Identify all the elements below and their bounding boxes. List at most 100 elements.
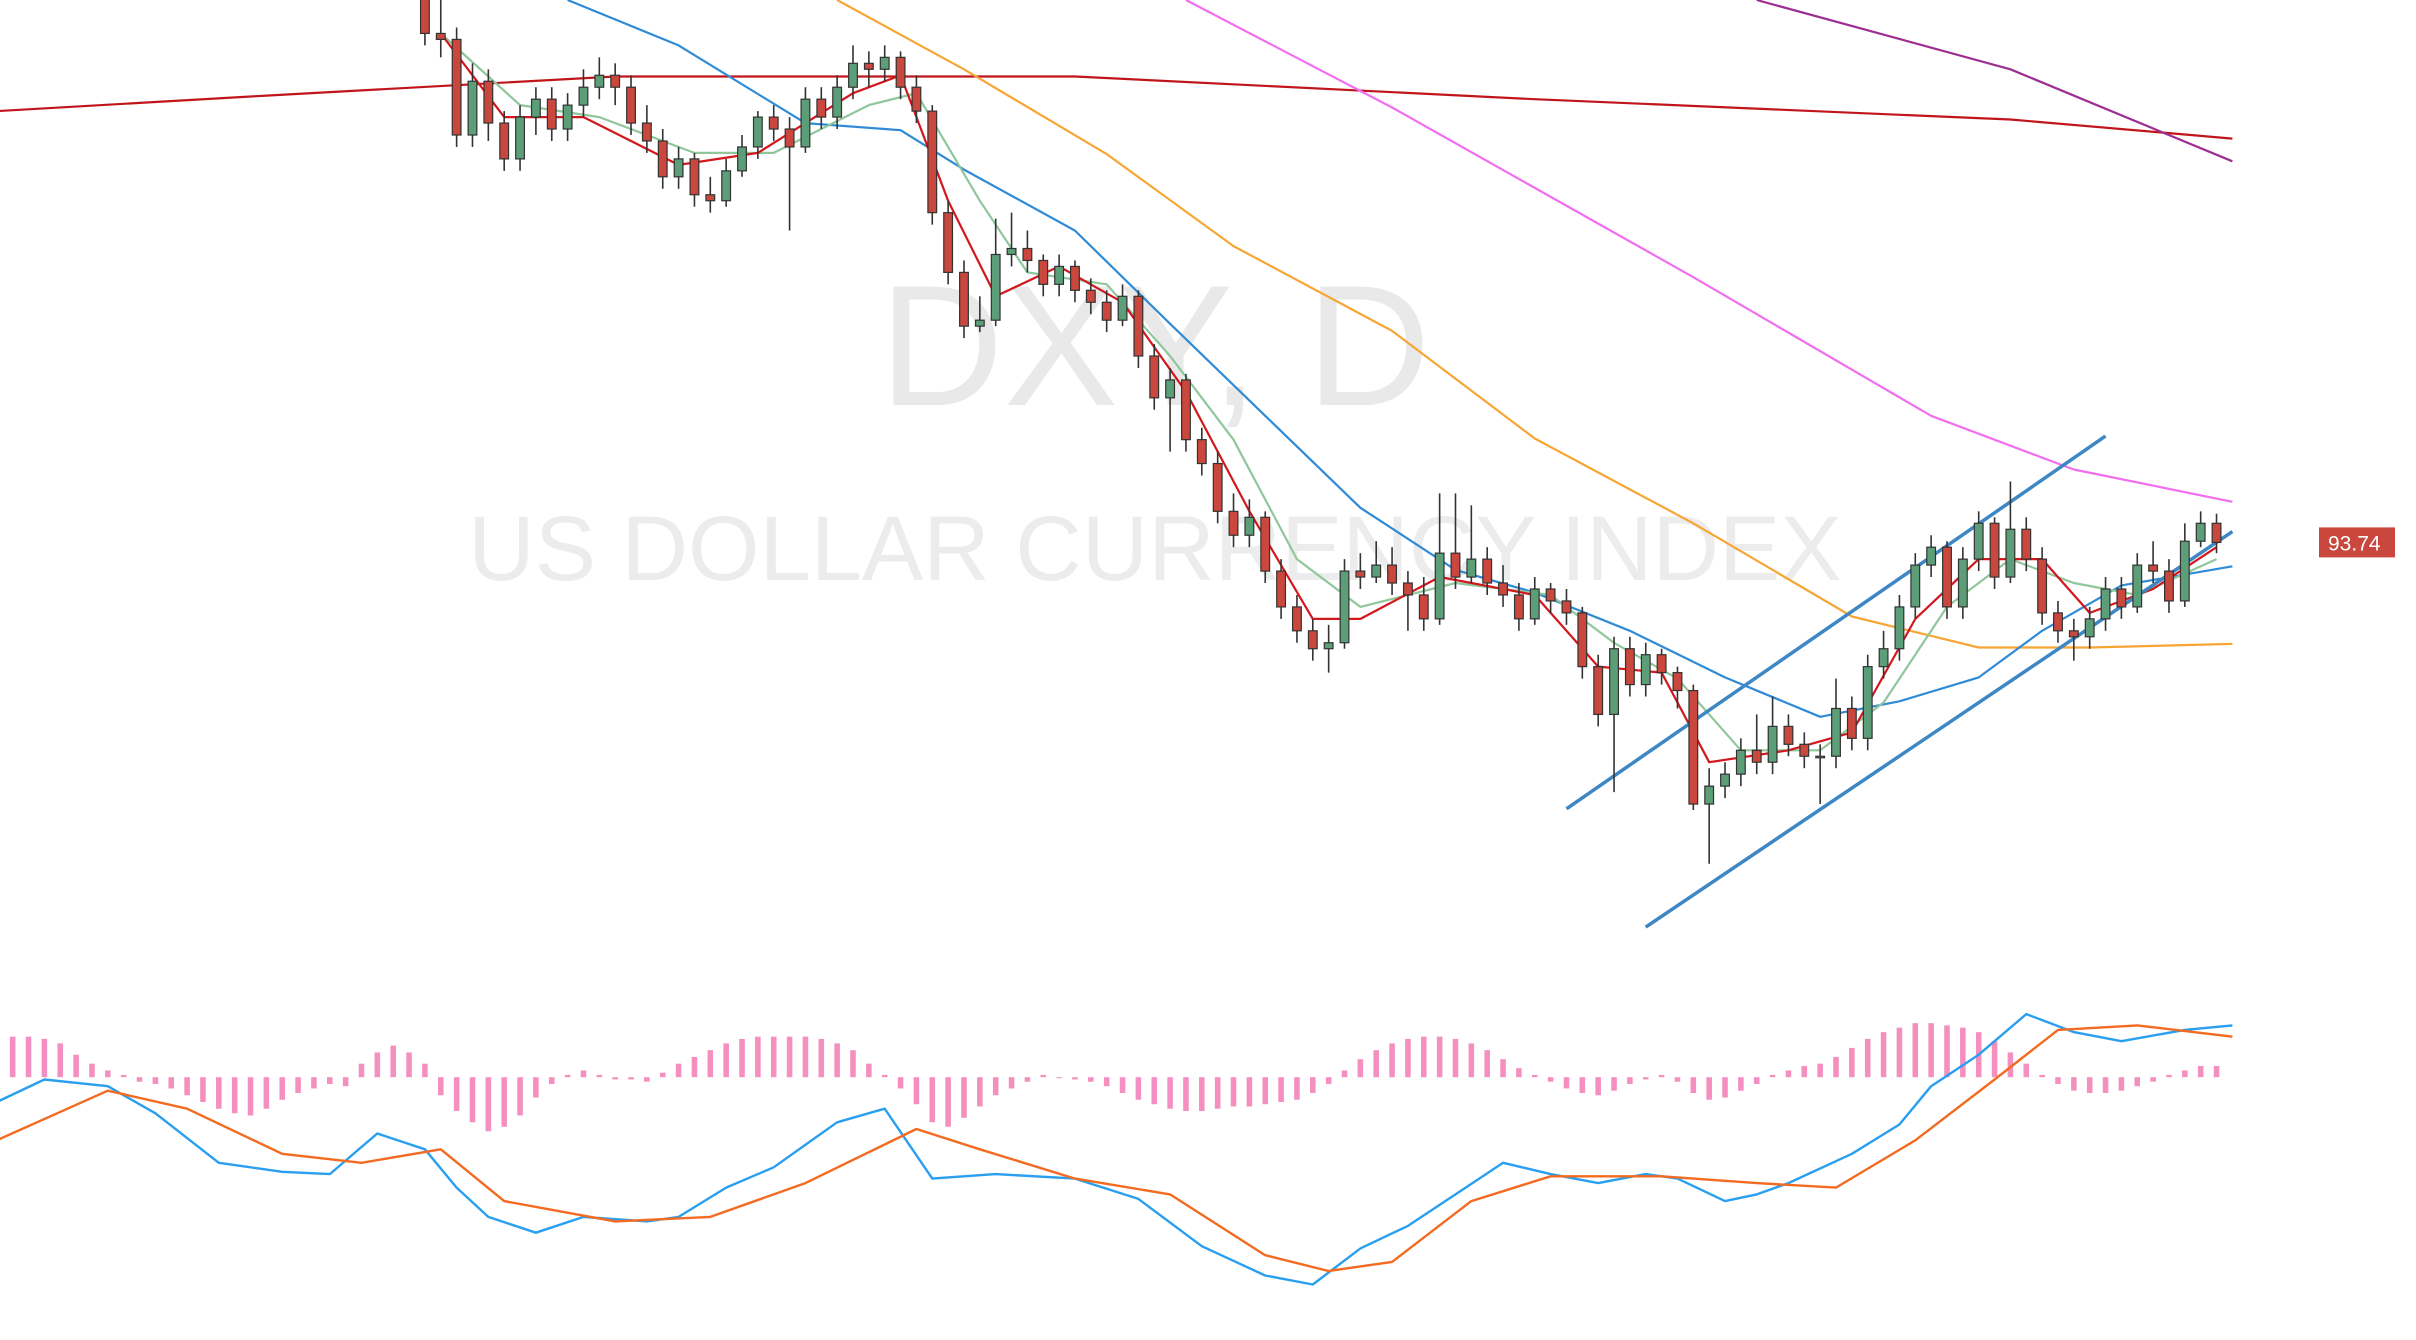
histogram-bar xyxy=(501,1077,507,1127)
candle-body xyxy=(1307,630,1318,650)
histogram-bar xyxy=(1563,1077,1570,1089)
histogram-bar xyxy=(89,1063,95,1078)
candle-body xyxy=(911,86,922,112)
candle-body xyxy=(1989,522,2000,578)
candle-body xyxy=(499,122,510,160)
histogram-bar xyxy=(2213,1065,2220,1078)
candle-body xyxy=(863,62,874,70)
histogram-bar xyxy=(628,1077,634,1080)
candle-body xyxy=(657,140,668,178)
histogram-bar xyxy=(1452,1038,1459,1078)
histogram-bar xyxy=(279,1077,285,1100)
candle-body xyxy=(419,0,430,35)
histogram-bar xyxy=(1056,1077,1062,1079)
histogram-bar xyxy=(1611,1077,1617,1091)
histogram-bar xyxy=(1135,1077,1142,1100)
candle-body xyxy=(1387,564,1398,584)
histogram-bar xyxy=(755,1036,761,1078)
histogram-bar xyxy=(1024,1077,1031,1082)
candle-body xyxy=(2068,630,2079,638)
candle-body xyxy=(1831,707,1841,757)
histogram-bar xyxy=(469,1077,476,1123)
last-price-box xyxy=(2319,527,2395,558)
histogram-bar xyxy=(1944,1025,1950,1078)
candle-body xyxy=(721,170,732,202)
candle-body xyxy=(1561,600,1572,614)
candle-body xyxy=(673,158,684,178)
candle-body xyxy=(1545,588,1556,602)
histogram-bar xyxy=(263,1077,270,1109)
candle-body xyxy=(832,86,843,118)
histogram-bar xyxy=(1912,1023,1919,1078)
candle-body xyxy=(1402,582,1413,596)
candle-body xyxy=(1640,654,1651,686)
histogram-bar xyxy=(1040,1074,1047,1078)
histogram-bar xyxy=(1706,1077,1712,1100)
histogram-bar xyxy=(818,1038,825,1078)
candle-body xyxy=(2179,540,2190,602)
candle-body xyxy=(2148,564,2159,572)
histogram-bar xyxy=(1436,1036,1443,1078)
histogram-bar xyxy=(897,1077,904,1089)
histogram-bar xyxy=(1769,1074,1776,1078)
histogram-bar xyxy=(105,1070,111,1078)
candle-body xyxy=(1196,439,1207,465)
histogram-bar xyxy=(1167,1077,1173,1109)
histogram-bar xyxy=(1738,1077,1744,1091)
histogram-bar xyxy=(1642,1077,1649,1080)
candle-body xyxy=(2100,588,2111,620)
histogram-bar xyxy=(1325,1077,1332,1084)
candle-body xyxy=(1022,247,1033,262)
histogram-bar xyxy=(596,1074,603,1078)
candle-body xyxy=(1466,558,1477,578)
histogram-bar xyxy=(1531,1074,1538,1078)
histogram-bar xyxy=(120,1074,127,1078)
histogram-bar xyxy=(216,1077,222,1109)
candle-body xyxy=(1513,594,1524,620)
histogram-bar xyxy=(945,1077,951,1127)
histogram-bar xyxy=(437,1077,444,1096)
candle-body xyxy=(515,116,526,160)
candle-body xyxy=(768,116,779,130)
histogram-bar xyxy=(41,1038,48,1078)
candle-body xyxy=(784,128,795,148)
histogram-bar xyxy=(707,1050,714,1078)
candle-body xyxy=(943,212,954,273)
histogram-bar xyxy=(2182,1070,2188,1078)
histogram-bar xyxy=(1088,1077,1094,1082)
candle-body xyxy=(1085,289,1096,303)
histogram-bar xyxy=(9,1036,16,1078)
histogram-bar xyxy=(1278,1077,1284,1102)
histogram-bar xyxy=(2118,1077,2125,1091)
candle-body xyxy=(1815,755,1826,759)
histogram-bar xyxy=(1547,1077,1554,1082)
histogram-bar xyxy=(1690,1077,1697,1093)
histogram-bar xyxy=(1389,1043,1395,1078)
histogram-bar xyxy=(485,1077,492,1132)
histogram-bar xyxy=(1103,1077,1110,1087)
candle-body xyxy=(1624,648,1635,686)
histogram-bar xyxy=(2150,1077,2156,1082)
candle-body xyxy=(1704,785,1715,805)
histogram-bar xyxy=(1262,1077,1269,1105)
histogram-bar xyxy=(1785,1070,1792,1078)
histogram-bar xyxy=(1341,1070,1348,1078)
candle-body xyxy=(451,38,462,136)
candle-body xyxy=(1957,558,1968,608)
candle-body xyxy=(626,86,636,124)
candle-body xyxy=(689,158,700,196)
histogram-bar xyxy=(390,1045,396,1078)
histogram-bar xyxy=(25,1036,32,1078)
candle-body xyxy=(483,80,494,124)
histogram-bar xyxy=(786,1036,793,1078)
candle-body xyxy=(1846,707,1857,739)
histogram-bar xyxy=(659,1072,666,1078)
candle-body xyxy=(2084,618,2095,638)
candle-body xyxy=(2116,588,2127,608)
candle-body xyxy=(1862,666,1873,739)
candle-body xyxy=(1038,259,1049,285)
histogram-bar xyxy=(1072,1077,1078,1080)
histogram-bar xyxy=(913,1077,920,1105)
histogram-bar xyxy=(1595,1077,1601,1096)
